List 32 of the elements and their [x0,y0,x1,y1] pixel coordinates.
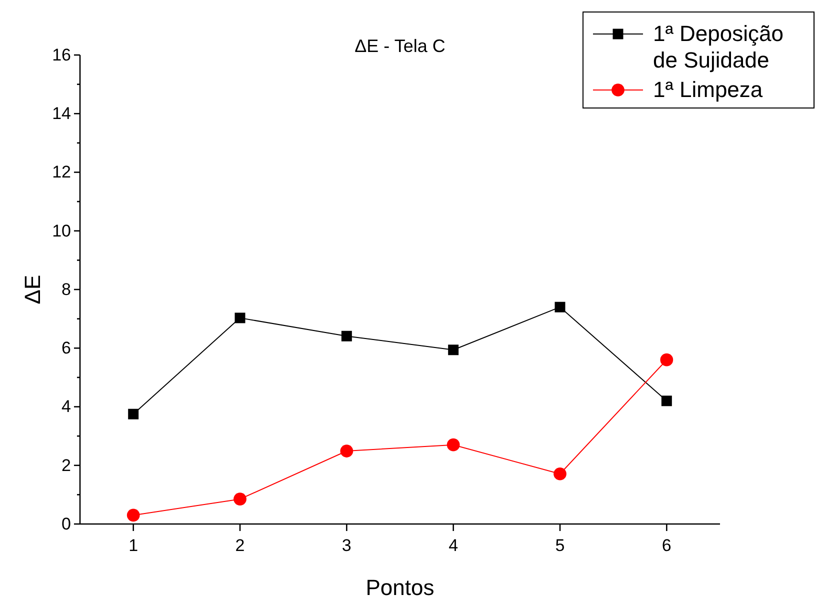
point [340,444,354,458]
point [554,467,566,480]
point [234,312,246,324]
legend-label: 1ª Limpeza [653,77,764,102]
point [446,438,460,452]
point [126,508,140,522]
legend-label: 1ª Deposição de Sujidade [653,21,784,72]
chart-title: ΔE - Tela C [354,36,446,56]
point [128,408,139,420]
x-tick-label: 3 [342,536,352,555]
y-tick-label: 8 [62,280,71,299]
y-tick-label: 14 [52,104,71,124]
point [554,302,566,312]
y-tick-label: 10 [52,221,71,240]
x-axis-title: Pontos [366,575,434,599]
point [234,492,246,506]
y-tick-label: 2 [62,456,71,475]
y-tick-label: 0 [62,514,71,534]
x-tick-label: 4 [448,536,458,555]
y-tick-label: 12 [52,162,71,182]
y-tick-label: 6 [62,338,71,358]
x-tick-label: 2 [235,536,245,555]
x-tick-label: 5 [555,536,565,555]
y-axis-title: ΔE [20,274,45,304]
y-tick-label: 16 [52,45,71,64]
point [661,396,672,406]
x-tick-label: 6 [662,536,672,555]
point [448,344,459,356]
point [341,330,352,342]
point [660,353,674,366]
y-tick-label: 4 [62,397,71,416]
x-tick-label: 1 [128,536,138,555]
